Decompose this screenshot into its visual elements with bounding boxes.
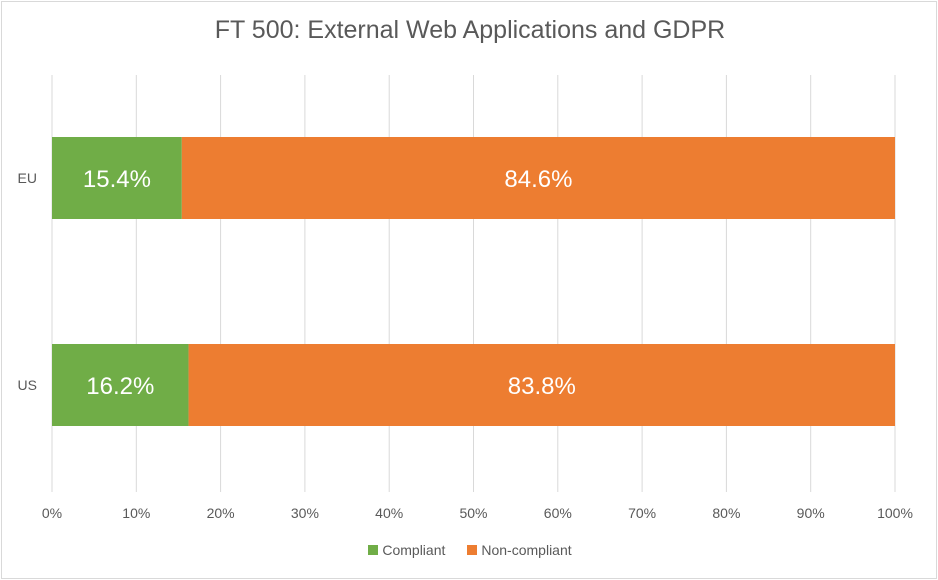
x-tick-label: 0% <box>42 505 62 521</box>
x-tick-label: 10% <box>122 505 150 521</box>
x-tick-label: 20% <box>207 505 235 521</box>
data-label: 16.2% <box>86 373 154 400</box>
x-tick-label: 70% <box>628 505 656 521</box>
x-tick-label: 80% <box>712 505 740 521</box>
data-label: 15.4% <box>83 166 151 193</box>
x-tick-label: 50% <box>459 505 487 521</box>
x-tick-label: 30% <box>291 505 319 521</box>
bar-segment <box>181 137 895 219</box>
legend-item: Compliant <box>368 542 445 558</box>
chart-title: FT 500: External Web Applications and GD… <box>214 16 726 44</box>
bar-layer <box>52 137 896 426</box>
legend-swatch <box>467 545 478 555</box>
x-tick-label: 100% <box>877 505 913 521</box>
data-label-layer: 15.4% 84.6% 16.2% 83.8% <box>83 166 576 400</box>
bar-segment <box>188 344 896 426</box>
x-tick-label: 40% <box>375 505 403 521</box>
bar-segment <box>52 137 182 219</box>
legend: Compliant Non-compliant <box>2 542 938 558</box>
legend-swatch <box>368 545 379 555</box>
y-category-label: EU <box>18 170 37 186</box>
legend-label: Non-compliant <box>481 542 572 558</box>
x-tick-label: 90% <box>797 505 825 521</box>
x-tick-label: 60% <box>544 505 572 521</box>
y-category-label: US <box>18 377 37 393</box>
data-label: 84.6% <box>504 166 572 193</box>
axis-layer: 0% 10% 20% 30% 40% 50% 60% 70% 80% 90% 100% EU US <box>18 170 913 521</box>
legend-label: Compliant <box>382 542 446 558</box>
data-label: 83.8% <box>508 373 576 400</box>
bar-segment <box>52 344 189 426</box>
legend-item: Non-compliant <box>467 542 572 558</box>
